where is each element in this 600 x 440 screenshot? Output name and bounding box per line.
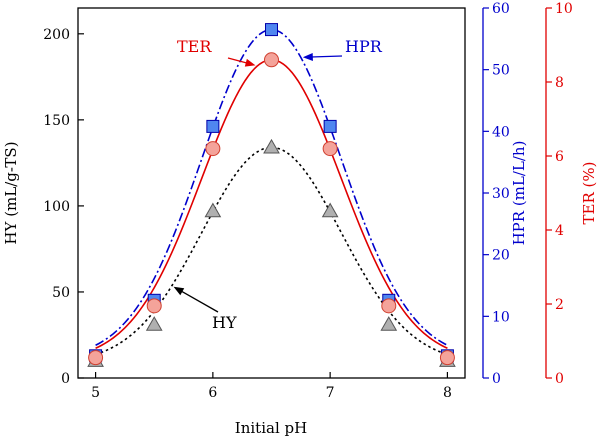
- hpr-annotation-arrow: [310, 55, 343, 58]
- y-left-axis-ticks: 0 50 100 150 200: [43, 27, 84, 387]
- data-point-ter: [146, 298, 162, 314]
- data-point-ter: [322, 141, 338, 157]
- y-right-ter-axis-title: TER (%): [580, 162, 598, 225]
- data-point-hpr: [206, 119, 220, 133]
- data-point-hpr: [323, 119, 337, 133]
- x-tick-label: 8: [443, 385, 452, 401]
- y-right-ter-tick-label: 0: [555, 371, 564, 387]
- data-point-ter: [88, 350, 104, 366]
- x-tick-label: 5: [91, 385, 100, 401]
- y-right-ter-tick-label: 10: [555, 1, 573, 17]
- annotations: TER HPR HY: [173, 37, 383, 332]
- data-point-hy: [263, 138, 280, 154]
- x-tick-label: 7: [326, 385, 335, 401]
- x-axis-title: Initial pH: [235, 419, 307, 437]
- data-point-hy: [380, 316, 398, 331]
- y-left-tick-label: 150: [43, 113, 70, 129]
- x-tick-label: 6: [208, 385, 217, 401]
- y-right-ter-tick-label: 8: [555, 75, 564, 91]
- y-right-hpr-tick-label: 0: [492, 371, 501, 387]
- y-left-tick-label: 100: [43, 199, 70, 215]
- data-point-hy: [321, 202, 339, 218]
- data-point-ter: [205, 141, 221, 157]
- y-right-hpr-tick-label: 60: [492, 1, 510, 17]
- hy-annotation-arrowhead: [173, 286, 185, 296]
- data-point-ter: [264, 52, 279, 68]
- y-left-tick-label: 50: [52, 285, 70, 301]
- data-point-ter: [439, 350, 455, 366]
- y-right-ter-tick-label: 6: [555, 149, 564, 165]
- hpr-annotation-arrowhead: [302, 52, 313, 61]
- data-point-hy: [204, 202, 222, 218]
- hy-annotation-arrow: [180, 290, 219, 313]
- hpr-annotation-label: HPR: [345, 37, 383, 56]
- ter-annotation-arrow: [227, 57, 248, 64]
- y-right-hpr-axis: 0 10 20 30 40 50 60: [482, 1, 510, 387]
- y-right-hpr-tick-label: 20: [492, 248, 510, 264]
- y-right-hpr-tick-label: 10: [492, 309, 510, 325]
- series-markers: [87, 23, 456, 367]
- ter-annotation-arrowhead: [244, 58, 256, 67]
- y-right-ter-axis: 0 2 4 6 8 10: [545, 1, 573, 387]
- y-right-hpr-axis-title: HPR (mL/L/h): [510, 141, 528, 246]
- y-left-tick-label: 200: [43, 27, 70, 43]
- ter-annotation-label: TER: [177, 37, 212, 56]
- y-right-hpr-tick-label: 40: [492, 124, 510, 140]
- y-left-axis-title: HY (mL/g-TS): [2, 141, 20, 244]
- data-point-ter: [381, 298, 397, 314]
- data-point-hy: [145, 316, 163, 331]
- plot-frame: [77, 7, 466, 379]
- y-right-ter-tick-label: 2: [555, 297, 564, 313]
- y-right-ter-tick-label: 4: [555, 223, 564, 239]
- x-axis-ticks: 5 6 7 8: [91, 372, 452, 401]
- y-left-tick-label: 0: [61, 371, 70, 387]
- y-right-hpr-tick-label: 50: [492, 63, 510, 79]
- hy-annotation-label: HY: [212, 313, 237, 332]
- y-right-hpr-tick-label: 30: [492, 186, 510, 202]
- series-line-hy: [95, 146, 448, 356]
- data-point-hpr: [265, 23, 278, 37]
